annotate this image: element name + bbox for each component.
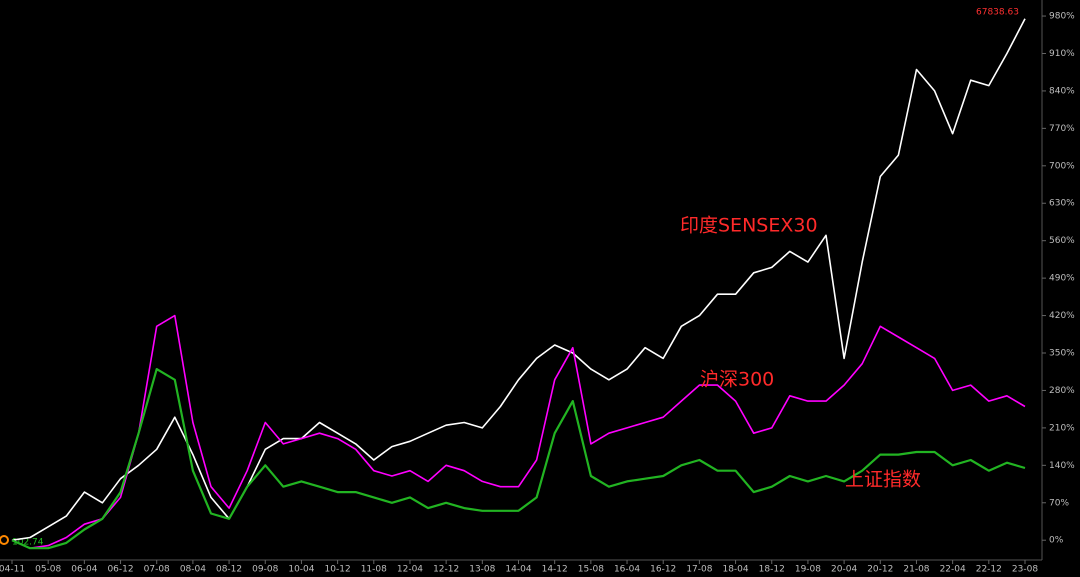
- x-tick-label: 23-08: [1012, 565, 1038, 575]
- y-tick-label: 420%: [1049, 311, 1075, 321]
- y-tick-label: 70%: [1049, 498, 1069, 508]
- x-tick-label: 07-08: [144, 565, 170, 575]
- x-tick-label: 18-12: [759, 565, 785, 575]
- x-tick-label: 22-12: [976, 565, 1002, 575]
- y-tick-label: 350%: [1049, 349, 1075, 359]
- x-tick-label: 20-12: [867, 565, 893, 575]
- x-tick-label: 12-04: [397, 565, 423, 575]
- x-tick-label: 08-04: [180, 565, 206, 575]
- y-tick-label: 630%: [1049, 199, 1075, 209]
- x-tick-label: 12-12: [433, 565, 459, 575]
- y-tick-label: 0%: [1049, 536, 1064, 546]
- x-tick-label: 06-04: [71, 565, 97, 575]
- x-tick-label: 21-08: [903, 565, 929, 575]
- series-label: 上证指数: [845, 469, 921, 491]
- x-tick-label: 18-04: [722, 565, 748, 575]
- start-marker: [0, 535, 9, 545]
- x-tick-label: 04-11: [0, 565, 25, 575]
- x-tick-label: 16-04: [614, 565, 640, 575]
- y-tick-label: 490%: [1049, 274, 1075, 284]
- x-tick-label: 13-08: [469, 565, 495, 575]
- x-tick-label: 15-08: [578, 565, 604, 575]
- y-tick-label: 140%: [1049, 461, 1075, 471]
- x-tick-label: 08-12: [216, 565, 242, 575]
- x-tick-label: 22-04: [940, 565, 966, 575]
- x-tick-label: 10-12: [325, 565, 351, 575]
- series-label: 沪深300: [700, 369, 774, 391]
- x-tick-label: 06-12: [107, 565, 133, 575]
- y-tick-label: 560%: [1049, 236, 1075, 246]
- y-tick-label: 910%: [1049, 49, 1075, 59]
- x-tick-label: 11-08: [361, 565, 387, 575]
- series-line: [11, 18, 1026, 541]
- series-line: [11, 368, 1026, 550]
- start-label: 102.74: [12, 538, 44, 548]
- x-tick-label: 20-04: [831, 565, 857, 575]
- x-tick-label: 10-04: [288, 565, 314, 575]
- y-tick-label: 700%: [1049, 161, 1075, 171]
- y-tick-label: 280%: [1049, 386, 1075, 396]
- x-tick-label: 16-12: [650, 565, 676, 575]
- y-tick-label: 840%: [1049, 86, 1075, 96]
- series-label: 印度SENSEX30: [680, 215, 818, 237]
- x-tick-label: 19-08: [795, 565, 821, 575]
- x-tick-label: 09-08: [252, 565, 278, 575]
- x-tick-label: 05-08: [35, 565, 61, 575]
- x-tick-label: 17-08: [686, 565, 712, 575]
- x-tick-label: 14-04: [505, 565, 531, 575]
- y-tick-label: 980%: [1049, 12, 1075, 22]
- x-tick-label: 14-12: [542, 565, 568, 575]
- series-line: [11, 314, 1026, 549]
- y-tick-label: 770%: [1049, 124, 1075, 134]
- y-tick-label: 210%: [1049, 423, 1075, 433]
- max-label: 67838.63: [976, 8, 1019, 18]
